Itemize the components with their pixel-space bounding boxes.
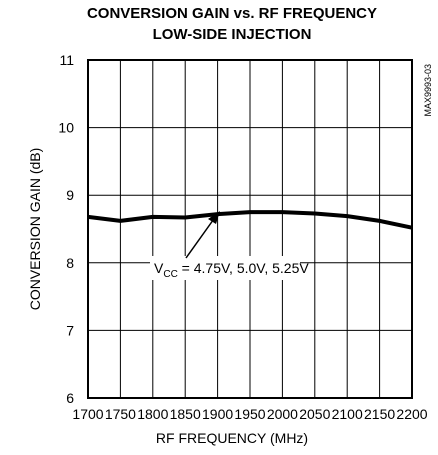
x-axis-label: RF FREQUENCY (MHz) [156,430,308,446]
x-tick-label: 1950 [234,406,265,422]
x-tick-label: 1800 [137,406,168,422]
x-tick-label: 2200 [396,406,427,422]
y-tick-label: 9 [66,187,74,203]
chart-subtitle: LOW-SIDE INJECTION [153,26,312,43]
y-tick-label: 10 [58,120,74,136]
side-note: MAX9993-03 [423,64,433,117]
annotation-part: V [154,260,164,276]
y-axis-label: CONVERSION GAIN (dB) [27,148,43,311]
y-tick-label: 8 [66,255,74,271]
annotation-arrow [185,215,217,259]
x-tick-label: 2100 [332,406,363,422]
annotation: VCC = 4.75V, 5.0V, 5.25V [154,260,309,280]
x-tick-label: 1900 [202,406,233,422]
x-tick-label: 1850 [170,406,201,422]
annotation-bg [150,256,300,280]
x-tick-label: 2150 [364,406,395,422]
x-tick-label: 2000 [267,406,298,422]
x-tick-label: 1700 [72,406,103,422]
arrow-head [208,211,220,224]
annotation-sub: CC [163,269,177,280]
y-tick-label: 7 [66,322,74,338]
x-tick-label: 1750 [105,406,136,422]
chart-title: CONVERSION GAIN vs. RF FREQUENCY [87,5,377,22]
annotation-part: = 4.75V, 5.0V, 5.25V [178,260,310,276]
data-line [87,210,413,230]
plot-frame [87,59,413,399]
x-tick-label: 2050 [299,406,330,422]
y-tick-label: 11 [59,52,74,68]
y-tick-label: 6 [66,390,74,406]
